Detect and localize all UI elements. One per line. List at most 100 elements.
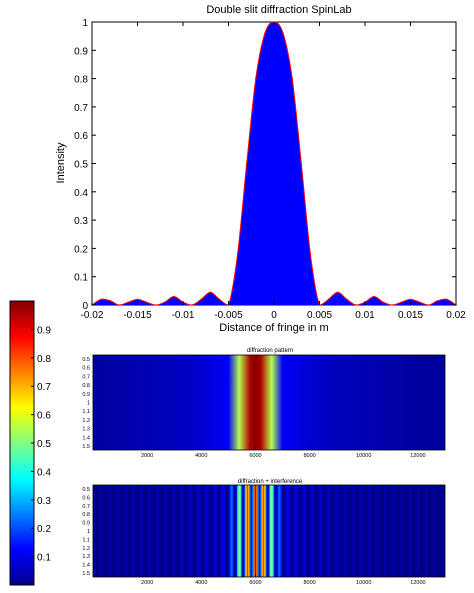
x-tick-label: -0.02: [81, 310, 104, 321]
data-point: [327, 298, 330, 301]
heatmap-y-tick-label: 1.4: [82, 435, 90, 441]
x-axis-label: Distance of fringe in m: [219, 322, 328, 334]
heatmap-x-tick-label: 10000: [356, 580, 371, 586]
x-axis-ticks: -0.02 -0.015 -0.01 -0.005 0 0.005 0.01 0.015 0.0…: [81, 22, 466, 321]
y-tick-label: 0: [82, 301, 88, 312]
data-point: [355, 304, 357, 306]
data-point: [382, 301, 385, 303]
data-point: [200, 298, 202, 301]
heatmap-x-tick-label: 2000: [141, 453, 153, 459]
data-point: [309, 253, 312, 255]
chart-title: Double slit diffraction SpinLab: [206, 4, 351, 16]
data-point: [300, 162, 303, 165]
colorbar-ticks: 0.1 0.2 0.3 0.4 0.5 0.6 0.7 0.8 0.9: [31, 325, 51, 564]
colorbar: 0.1 0.2 0.3 0.4 0.5 0.6 0.7 0.8 0.9: [9, 300, 51, 586]
data-point: [409, 298, 412, 301]
data-point: [400, 301, 403, 303]
y-tick-label: 0.5: [74, 160, 88, 171]
data-point: [109, 299, 111, 302]
heatmap-x-tick-label: 4000: [195, 453, 207, 459]
x-tick-label: 0: [271, 310, 277, 321]
x-tick-label: -0.015: [123, 310, 152, 321]
heatmap2-x-ticks: 2000 4000 6000 8000 10000 12000: [141, 574, 426, 586]
y-axis-label: Intensity: [55, 142, 67, 183]
data-point: [118, 304, 121, 306]
heatmap-y-tick-label: 1.2: [82, 546, 90, 552]
colorbar-tick-label: 0.5: [37, 439, 51, 450]
heatmap1-x-ticks: 2000 4000 6000 8000 10000 12000: [141, 447, 426, 459]
y-axis-ticks: 0 0.1 0.2 0.3 0.4 0.5 0.6 0.7 0.8 0.9 1: [74, 18, 456, 312]
data-point: [164, 301, 166, 303]
colorbar-tick-label: 0.8: [37, 354, 51, 365]
data-point: [336, 291, 339, 294]
heatmap-y-tick-label: 1.5: [82, 444, 90, 450]
data-point: [136, 298, 139, 301]
colorbar-tick-label: 0.9: [37, 325, 51, 336]
heatmap-y-tick-label: 0.5: [82, 487, 90, 493]
data-point: [100, 298, 102, 301]
heatmap-x-tick-label: 8000: [303, 580, 315, 586]
data-point: [391, 304, 394, 306]
data-point: [373, 295, 375, 298]
data-point: [346, 298, 348, 301]
heatmap-x-tick-label: 6000: [249, 580, 261, 586]
heatmap2-image: [92, 484, 446, 578]
y-tick-label: 0.3: [74, 216, 88, 227]
x-tick-label: -0.005: [214, 310, 243, 321]
heatmap1-image: [92, 354, 446, 451]
diffraction-interference-heatmap: diffraction + interference 0.50.60.70.80…: [82, 479, 446, 586]
y-tick-label: 0.8: [74, 75, 88, 86]
heatmap-y-tick-label: 1.1: [82, 409, 90, 415]
heatmap-y-tick-label: 0.8: [82, 383, 90, 389]
data-point: [209, 291, 212, 294]
heatmap-y-tick-label: 0.6: [82, 366, 90, 372]
heatmap-x-tick-label: 2000: [141, 580, 153, 586]
data-point: [245, 162, 248, 165]
heatmap-y-tick-label: 1: [87, 401, 90, 407]
data-point: [282, 32, 284, 35]
heatmap-x-tick-label: 8000: [303, 453, 315, 459]
y-tick-label: 0.7: [74, 103, 88, 114]
heatmap-y-tick-label: 0.5: [82, 357, 90, 363]
heatmap-y-tick-label: 0.6: [82, 495, 90, 501]
y-tick-label: 0.9: [74, 46, 88, 57]
y-tick-label: 0.2: [74, 244, 88, 255]
data-point: [255, 77, 257, 80]
heatmap-x-tick-label: 12000: [410, 580, 425, 586]
data-point: [145, 301, 148, 303]
data-point: [191, 304, 193, 306]
data-point: [264, 32, 266, 35]
colorbar-tick-label: 0.2: [37, 524, 51, 535]
heatmap-y-tick-label: 0.9: [82, 392, 90, 398]
heatmap-y-tick-label: 1.3: [82, 554, 90, 560]
heatmap1-title: diffraction pattern: [247, 348, 293, 354]
heatmap-y-tick-label: 1.1: [82, 537, 90, 543]
data-point: [127, 301, 130, 303]
colorbar-bar: [9, 300, 35, 586]
heatmap-x-tick-label: 4000: [195, 580, 207, 586]
intensity-area: [92, 22, 456, 305]
heatmap2-y-ticks: 0.5 0.6 0.7 0.8 0.9 1 1.1 1.2 1.3 1.4 1.5: [82, 487, 90, 577]
x-tick-label: 0.015: [398, 310, 423, 321]
diffraction-pattern-heatmap: diffraction pattern 0.5 0.6 0.7 0.8 0.9 1 1.1 1…: [82, 348, 446, 459]
y-tick-label: 0.6: [74, 131, 88, 142]
heatmap-y-tick-label: 1: [87, 529, 90, 535]
data-point: [437, 299, 439, 302]
data-point: [154, 304, 157, 306]
y-tick-label: 1: [82, 18, 88, 29]
heatmap-x-tick-label: 10000: [356, 453, 371, 459]
colorbar-tick-label: 0.1: [37, 553, 51, 564]
heatmap2-title: diffraction + interference: [238, 479, 303, 485]
heatmap-y-tick-label: 1.2: [82, 418, 90, 424]
colorbar-tick-label: 0.4: [37, 467, 51, 478]
heatmap-y-tick-label: 0.9: [82, 521, 90, 527]
heatmap-x-tick-label: 12000: [410, 453, 425, 459]
colorbar-tick-label: 0.3: [37, 496, 51, 507]
heatmap-y-tick-label: 0.7: [82, 504, 90, 510]
data-point: [173, 295, 175, 298]
colorbar-tick-label: 0.6: [37, 411, 51, 422]
data-point: [418, 301, 421, 303]
colorbar-tick-label: 0.7: [37, 382, 51, 393]
data-point: [236, 253, 239, 255]
